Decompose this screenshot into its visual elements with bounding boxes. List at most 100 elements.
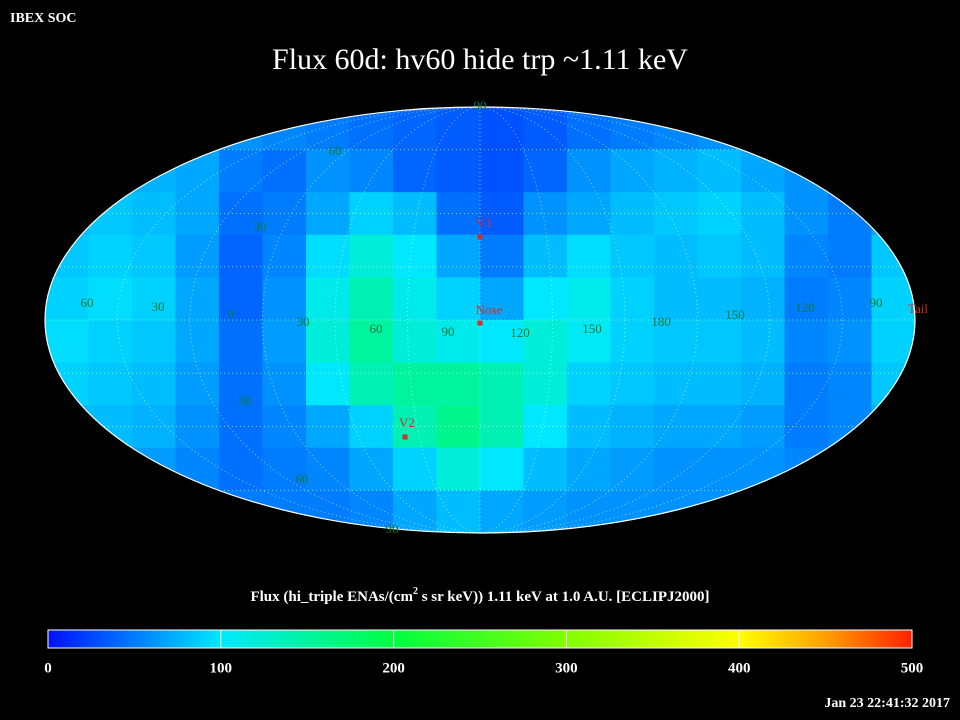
flux-cell	[393, 277, 437, 321]
flux-cell	[523, 107, 568, 151]
flux-cell	[349, 149, 394, 193]
flux-cell	[219, 234, 263, 278]
flux-map	[45, 107, 915, 533]
colorbar-tick-label: 100	[210, 660, 233, 676]
flux-cell	[610, 234, 655, 278]
flux-cell	[393, 149, 437, 193]
flux-cell	[88, 277, 133, 321]
grid-label: 30	[297, 314, 310, 329]
flux-cell	[436, 490, 481, 533]
flux-cell	[871, 277, 915, 321]
label-part: Flux (hi_triple ENAs/(cm	[250, 589, 413, 605]
flux-cell	[436, 277, 481, 321]
flux-cell	[436, 320, 481, 364]
flux-cell	[393, 490, 437, 533]
flux-cell	[45, 277, 89, 321]
flux-cell	[828, 277, 872, 321]
flux-cell	[523, 490, 568, 533]
grid-label: 180	[651, 314, 671, 329]
colorbar-tick-label: 300	[555, 660, 578, 676]
flux-cell	[175, 362, 220, 406]
flux-cell	[480, 149, 524, 193]
meridian	[189, 107, 771, 533]
marker-point	[402, 434, 408, 440]
flux-cell	[219, 320, 263, 364]
flux-cell	[610, 149, 655, 193]
flux-cell	[654, 447, 698, 491]
marker-point	[477, 234, 483, 240]
flux-cell	[480, 234, 524, 278]
flux-cell	[741, 320, 785, 364]
flux-cell	[132, 234, 176, 278]
flux-cell	[697, 320, 742, 364]
flux-cell	[393, 447, 437, 491]
flux-cell	[436, 192, 481, 236]
meridian	[334, 107, 626, 533]
flux-cell	[88, 320, 133, 364]
flux-cell	[654, 234, 698, 278]
flux-cell	[697, 362, 742, 406]
flux-cell	[523, 234, 568, 278]
colorbar-tick-label: 200	[382, 660, 405, 676]
flux-cell	[871, 320, 915, 364]
grid-label: 90	[870, 295, 883, 310]
flux-cell	[262, 320, 307, 364]
flux-cell	[306, 149, 350, 193]
flux-cell	[306, 320, 350, 364]
marker-label: Tail	[908, 301, 928, 316]
flux-cell	[393, 234, 437, 278]
flux-cell	[567, 277, 611, 321]
flux-cell	[654, 149, 698, 193]
marker-label: V1	[476, 215, 492, 230]
flux-cell	[741, 277, 785, 321]
grid-label: 90	[474, 98, 487, 113]
flux-cell	[132, 362, 176, 406]
flux-cell	[306, 447, 350, 491]
flux-cell	[697, 149, 742, 193]
flux-cell	[262, 277, 307, 321]
flux-cell	[828, 362, 872, 406]
grid-label: 120	[510, 325, 530, 340]
flux-cell	[349, 362, 394, 406]
flux-cell	[219, 149, 263, 193]
flux-cell	[480, 362, 524, 406]
flux-cell	[567, 405, 611, 449]
colorbar-label: Flux (hi_triple ENAs/(cm2 s sr keV)) 1.1…	[250, 586, 709, 605]
flux-cell	[480, 405, 524, 449]
flux-cell	[610, 447, 655, 491]
label-superscript: 2	[413, 586, 418, 597]
grid-label: 60	[296, 471, 309, 486]
flux-cell	[436, 447, 481, 491]
flux-cell	[784, 234, 829, 278]
flux-cell	[436, 149, 481, 193]
flux-cell	[88, 362, 133, 406]
flux-cell	[393, 320, 437, 364]
meridian	[117, 107, 843, 533]
flux-cell	[175, 234, 220, 278]
title: Flux 60d: hv60 hide trp ~1.11 keV	[272, 43, 688, 76]
flux-cell	[306, 277, 350, 321]
flux-cell	[262, 149, 307, 193]
flux-cell	[349, 320, 394, 364]
flux-cell	[480, 107, 524, 151]
flux-cell	[567, 192, 611, 236]
grid-label: 90	[442, 324, 455, 339]
flux-cell	[784, 362, 829, 406]
flux-cell	[175, 277, 220, 321]
meridian	[262, 107, 698, 533]
flux-cell	[436, 234, 481, 278]
map-border	[44, 106, 916, 534]
flux-cell	[523, 447, 568, 491]
flux-cell	[567, 362, 611, 406]
grid-label: 90	[386, 521, 399, 536]
flux-cell	[175, 320, 220, 364]
graticule	[45, 107, 915, 533]
flux-cell	[610, 320, 655, 364]
grid-label: 30	[239, 393, 252, 408]
flux-cell	[567, 320, 611, 364]
flux-cell	[219, 405, 263, 449]
flux-cell	[610, 277, 655, 321]
flux-cell	[523, 362, 568, 406]
flux-cell	[219, 362, 263, 406]
colorbar-tick-label: 400	[728, 660, 751, 676]
